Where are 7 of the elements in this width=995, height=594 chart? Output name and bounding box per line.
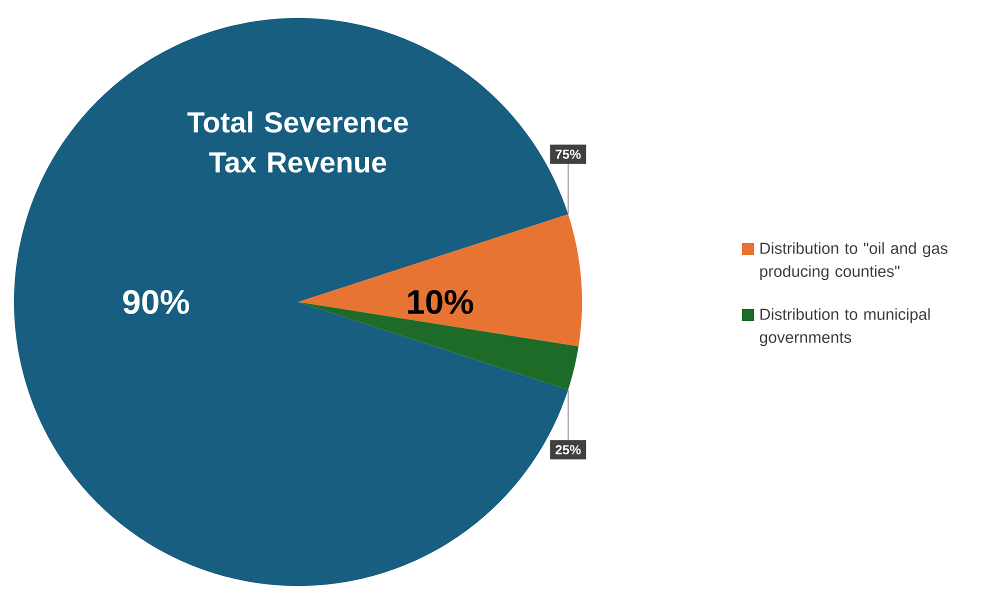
text: 75% [556, 150, 581, 159]
text: 25% [556, 445, 581, 454]
text: Total Severence Tax Revenue [187, 111, 408, 173]
legend-label: Distribution to municipal governments [760, 308, 930, 346]
data-label: 90% [123, 290, 190, 314]
legend-label: Distribution to "oil and gas producing counties" [760, 242, 948, 280]
text: 10% [408, 290, 474, 314]
